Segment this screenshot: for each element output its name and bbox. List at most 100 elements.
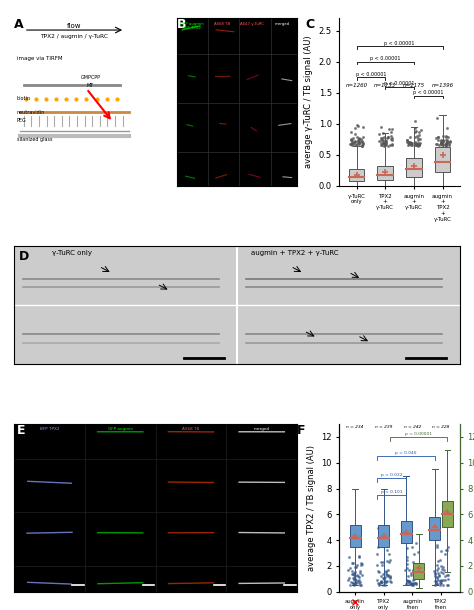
Point: [354, 136, 362, 146]
Point: [431, 569, 438, 578]
Point: [406, 580, 413, 589]
Point: [356, 566, 364, 576]
Point: [381, 138, 388, 148]
Point: [436, 576, 444, 586]
Point: [349, 137, 356, 147]
Text: n = 234: n = 234: [346, 425, 364, 429]
Point: [384, 132, 392, 142]
Point: [384, 565, 392, 575]
Point: [379, 557, 387, 567]
Point: [358, 559, 365, 569]
Point: [354, 534, 361, 544]
Point: [430, 566, 438, 576]
Point: [407, 580, 415, 589]
Y-axis label: average γ-TuRC / TB signal (AU): average γ-TuRC / TB signal (AU): [304, 36, 313, 168]
Point: [385, 550, 392, 559]
Point: [358, 137, 365, 146]
Text: p < 0.00001: p < 0.00001: [384, 81, 415, 86]
Point: [383, 570, 391, 580]
Point: [382, 538, 390, 548]
Point: [349, 133, 356, 143]
Point: [352, 140, 359, 150]
Text: augmin + TPX2 + γ-TuRC: augmin + TPX2 + γ-TuRC: [251, 249, 338, 256]
Point: [353, 120, 360, 129]
Point: [411, 570, 419, 580]
Text: p = 0.101: p = 0.101: [381, 490, 402, 493]
Text: augmin
then
TPX2: augmin then TPX2: [0, 517, 11, 531]
Point: [414, 133, 422, 143]
Point: [348, 135, 356, 145]
Point: [413, 131, 421, 141]
Bar: [350, 525, 361, 547]
Text: TPX2
then
augmin: TPX2 then augmin: [0, 556, 11, 570]
Point: [355, 134, 363, 143]
Point: [356, 137, 364, 147]
Point: [382, 140, 389, 149]
Point: [414, 135, 422, 145]
Point: [433, 579, 440, 589]
Text: F: F: [297, 424, 306, 437]
Point: [437, 576, 445, 586]
Point: [437, 138, 445, 148]
Bar: [442, 501, 453, 527]
Point: [415, 139, 423, 149]
Point: [379, 137, 387, 146]
Point: [416, 127, 423, 137]
Point: [357, 580, 365, 589]
Point: [444, 132, 451, 142]
Point: [412, 127, 419, 137]
Point: [412, 579, 420, 589]
Point: [445, 140, 453, 150]
Point: [375, 135, 383, 145]
Point: [410, 580, 417, 589]
Point: [412, 538, 419, 548]
Point: [405, 565, 413, 575]
Point: [382, 140, 389, 150]
Point: [412, 140, 420, 150]
Point: [377, 123, 385, 132]
Point: [351, 562, 358, 572]
Point: [439, 131, 447, 140]
Text: n=1396: n=1396: [431, 83, 454, 88]
Point: [388, 124, 395, 134]
Point: [439, 575, 447, 585]
Point: [408, 138, 415, 148]
Point: [345, 573, 353, 583]
Point: [442, 132, 449, 142]
Point: [437, 578, 445, 587]
Y-axis label: average TPX2 / TB signal (AU): average TPX2 / TB signal (AU): [307, 445, 316, 571]
Text: augmin
+γ-TuRC: augmin +γ-TuRC: [156, 120, 172, 128]
Point: [359, 121, 366, 131]
Point: [443, 137, 451, 147]
Point: [413, 567, 421, 577]
Point: [441, 139, 448, 149]
Point: [442, 140, 449, 149]
Point: [382, 526, 389, 536]
Point: [411, 132, 419, 142]
Text: +TPX2
+γ-TuRC: +TPX2 +γ-TuRC: [156, 79, 172, 88]
Point: [444, 580, 452, 590]
Point: [353, 570, 360, 580]
Text: D: D: [18, 250, 29, 263]
Point: [385, 124, 392, 134]
Text: neutravidin: neutravidin: [17, 110, 45, 115]
Point: [406, 132, 413, 142]
Point: [434, 540, 441, 550]
Point: [356, 572, 363, 582]
Point: [384, 141, 392, 151]
Point: [437, 138, 445, 148]
Point: [437, 138, 445, 148]
Point: [409, 575, 416, 585]
Point: [352, 578, 360, 587]
Point: [380, 569, 387, 579]
Point: [404, 564, 411, 573]
Bar: [377, 166, 393, 180]
Point: [439, 136, 447, 146]
Point: [416, 572, 423, 581]
Point: [379, 138, 387, 148]
Point: [437, 138, 445, 148]
Point: [382, 577, 390, 587]
Point: [440, 565, 448, 575]
Point: [434, 113, 441, 123]
Point: [349, 578, 356, 587]
